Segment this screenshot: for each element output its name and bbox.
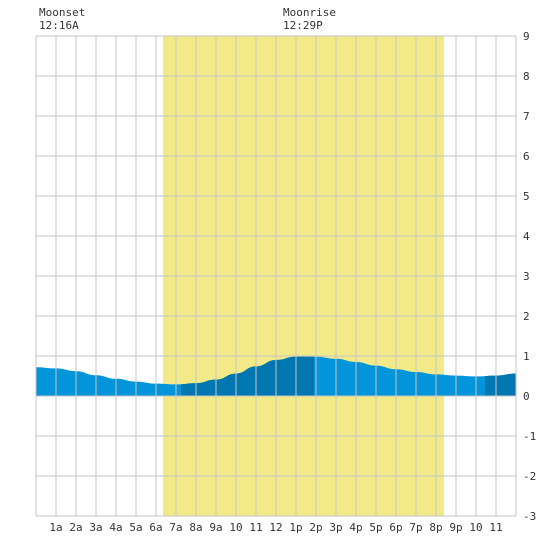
y-tick-label: -3 <box>523 510 536 523</box>
y-tick-label: 7 <box>523 110 530 123</box>
x-tick-label: 5p <box>369 521 382 534</box>
x-axis-tick-labels: 1a 2a 3a 4a 5a 6a 7a 8a 9a 10 11 12 1p 2p 3p 4p 5p 6p 7p 8p… <box>49 521 502 534</box>
y-tick-label: 6 <box>523 150 530 163</box>
x-tick-label: 8a <box>189 521 202 534</box>
x-tick-label: 2a <box>69 521 82 534</box>
x-tick-label: 3a <box>89 521 102 534</box>
y-tick-label: -2 <box>523 470 536 483</box>
x-tick-label: 11 <box>489 521 502 534</box>
x-tick-label: 10 <box>229 521 242 534</box>
x-tick-label: 6p <box>389 521 402 534</box>
y-tick-label: 0 <box>523 390 530 403</box>
y-tick-label: -1 <box>523 430 536 443</box>
x-tick-label: 11 <box>249 521 262 534</box>
x-tick-label: 7p <box>409 521 422 534</box>
x-tick-label: 9a <box>209 521 222 534</box>
y-axis-tick-labels: 9 8 7 6 5 4 3 2 1 0 -1 -2 -3 <box>523 30 536 523</box>
moonrise-label: Moonrise <box>283 6 336 19</box>
y-tick-label: 1 <box>523 350 530 363</box>
x-tick-label: 6a <box>149 521 162 534</box>
y-tick-label: 4 <box>523 230 530 243</box>
x-tick-label: 10 <box>469 521 482 534</box>
moonrise-time: 12:29P <box>283 19 323 32</box>
x-tick-label: 1a <box>49 521 62 534</box>
grid-lines <box>35 35 517 517</box>
y-tick-label: 9 <box>523 30 530 43</box>
moonset-time: 12:16A <box>39 19 79 32</box>
x-tick-label: 8p <box>429 521 442 534</box>
x-tick-label: 4a <box>109 521 122 534</box>
x-tick-label: 12 <box>269 521 282 534</box>
y-tick-label: 3 <box>523 270 530 283</box>
x-tick-label: 7a <box>169 521 182 534</box>
x-tick-label: 5a <box>129 521 142 534</box>
x-tick-label: 4p <box>349 521 362 534</box>
y-tick-label: 8 <box>523 70 530 83</box>
x-tick-label: 2p <box>309 521 322 534</box>
x-tick-label: 1p <box>289 521 302 534</box>
y-tick-label: 5 <box>523 190 530 203</box>
x-tick-label: 9p <box>449 521 462 534</box>
x-tick-label: 3p <box>329 521 342 534</box>
y-tick-label: 2 <box>523 310 530 323</box>
moonset-label: Moonset <box>39 6 85 19</box>
